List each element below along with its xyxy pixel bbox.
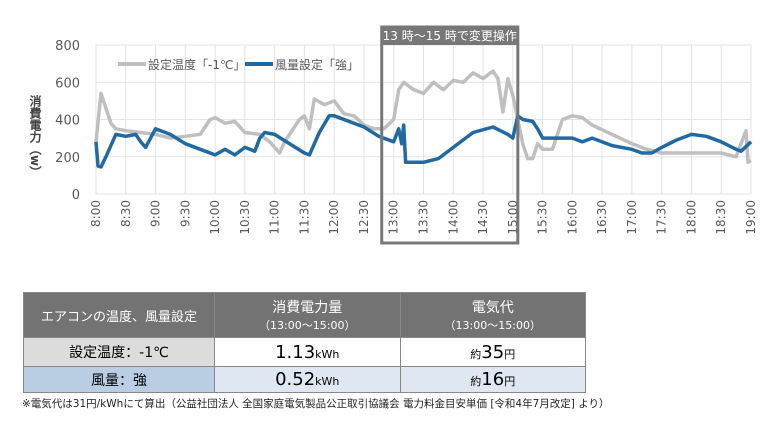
x-tick-label: 18:30 [714, 200, 728, 235]
series-line-2 [94, 114, 753, 169]
header-cost: 電気代 （13:00～15:00） [399, 292, 586, 338]
y-tick-label: 400 [55, 114, 80, 129]
x-tick-label: 11:30 [297, 200, 311, 235]
cost-cell: 約35円 [399, 337, 586, 367]
table-row: 設定温度：-1℃ 1.13kWh 約35円 [23, 337, 586, 367]
x-tick-label: 12:30 [357, 200, 371, 235]
x-tick-label: 18:00 [684, 200, 698, 235]
y-tick-label: 0 [72, 188, 80, 203]
header-setting: エアコンの温度、風量設定 [23, 292, 215, 338]
power-line-chart: 0 200 400 600 800 8:00 8:30 9:00 9:30 10:00 10:30… [28, 25, 758, 245]
x-tick-label: 13:00 [387, 200, 401, 235]
table-row: 風量：強 0.52kWh 約16円 [23, 366, 586, 393]
x-tick-label: 8:00 [89, 200, 103, 227]
highlight-label-bg [381, 27, 518, 45]
x-tick-label: 16:00 [565, 200, 579, 235]
x-tick-label: 10:30 [238, 200, 252, 235]
x-tick-label: 14:30 [476, 200, 490, 235]
x-tick-label: 15:30 [536, 200, 550, 235]
energy-cell: 1.13kWh [214, 337, 401, 367]
x-tick-label: 12:00 [327, 200, 341, 235]
highlight-label: 13 時～15 時で変更操作 [383, 28, 517, 43]
energy-cell: 0.52kWh [214, 366, 401, 393]
footnote: ※電気代は31円/kWhにて算出（公益社団法人 全国家庭電気製品公正取引協議会 … [22, 398, 610, 410]
series-line-1 [94, 69, 752, 165]
row-label: 風量：強 [23, 366, 215, 393]
cost-cell: 約16円 [399, 366, 586, 393]
table-header-row: エアコンの温度、風量設定 消費電力量 （13:00～15:00） 電気代 （13:0… [23, 292, 586, 338]
x-tick-label: 17:00 [625, 200, 639, 235]
legend-label: 風量設定「強」 [275, 57, 359, 72]
x-tick-label: 10:00 [208, 200, 222, 235]
x-tick-label: 16:30 [595, 200, 609, 235]
x-tick-label: 14:00 [446, 200, 460, 235]
x-tick-label: 9:00 [149, 200, 163, 227]
legend-label: 設定温度「-1℃」 [148, 57, 245, 72]
x-tick-label: 8:30 [119, 200, 133, 227]
y-tick-label: 800 [55, 39, 80, 54]
x-tick-label: 19:00 [744, 200, 758, 235]
x-tick-label: 11:00 [268, 200, 282, 235]
header-energy: 消費電力量 （13:00～15:00） [214, 292, 401, 338]
x-tick-label: 17:30 [655, 200, 669, 235]
x-tick-label: 13:30 [417, 200, 431, 235]
y-axis-title: 消費電力（w） [28, 94, 42, 179]
y-tick-label: 200 [55, 151, 80, 166]
comparison-table: エアコンの温度、風量設定 消費電力量 （13:00～15:00） 電気代 （13:0… [23, 292, 586, 393]
y-tick-label: 600 [55, 76, 80, 91]
x-tick-label: 9:30 [178, 200, 192, 227]
row-label: 設定温度：-1℃ [23, 337, 215, 367]
